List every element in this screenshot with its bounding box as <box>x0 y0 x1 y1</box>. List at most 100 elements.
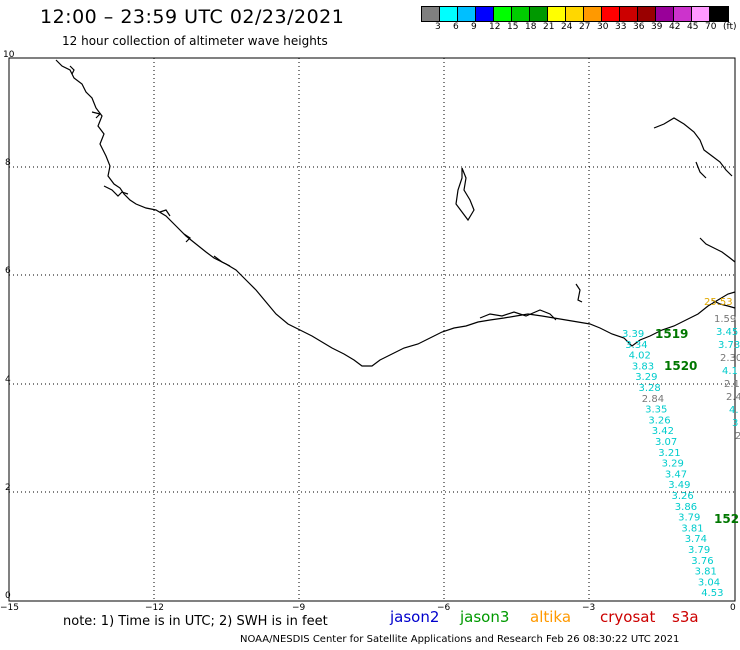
legend-note: note: 1) Time is in UTC; 2) SWH is in fe… <box>63 614 328 629</box>
coastline <box>55 59 736 367</box>
wave-height-label: 3.86 <box>675 502 697 513</box>
color-scale-label: 9 <box>471 22 477 32</box>
wave-height-label: 3.79 <box>678 513 700 524</box>
y-tick: 2 <box>5 483 11 493</box>
color-scale-label: 42 <box>669 22 681 32</box>
wave-height-label: 4. <box>729 405 739 416</box>
color-swatch <box>656 7 674 21</box>
footer-credit: NOAA/NESDIS Center for Satellite Applica… <box>240 634 680 645</box>
color-scale-label: 24 <box>561 22 573 32</box>
color-scale-label: 12 <box>489 22 501 32</box>
wave-height-label: 3.42 <box>652 426 674 437</box>
wave-height-label: 4.53 <box>701 588 723 599</box>
wave-height-label: 3.34 <box>625 340 647 351</box>
color-scale-label: 33 <box>615 22 627 32</box>
color-swatch <box>548 7 566 21</box>
wave-height-label: 3.81 <box>681 523 703 534</box>
wave-height-label: 3.39 <box>622 329 644 340</box>
x-tick: −6 <box>437 603 451 613</box>
color-swatch <box>710 7 728 21</box>
color-swatch <box>674 7 692 21</box>
x-tick: 0 <box>730 603 736 613</box>
color-swatch <box>566 7 584 21</box>
plot-frame <box>8 57 736 602</box>
wave-height-label: 3.81 <box>695 567 717 578</box>
wave-height-label: 3.26 <box>648 415 670 426</box>
legend-cryosat: cryosat <box>600 608 656 626</box>
color-scale-label: 39 <box>651 22 663 32</box>
color-scale-label: 3 <box>435 22 441 32</box>
page-subtitle: 12 hour collection of altimeter wave hei… <box>62 34 328 48</box>
color-swatch <box>476 7 494 21</box>
wave-height-label: 3.83 <box>632 361 654 372</box>
track-time-label: 1519 <box>655 327 688 341</box>
wave-height-label: 3.76 <box>691 556 713 567</box>
color-swatch <box>440 7 458 21</box>
x-tick: −15 <box>0 603 19 613</box>
wave-height-label: 3.04 <box>698 577 720 588</box>
color-swatch <box>602 7 620 21</box>
color-swatch <box>692 7 710 21</box>
y-tick: 10 <box>3 50 15 60</box>
wave-height-label: 3.73 <box>718 340 740 351</box>
wave-height-label: 3.21 <box>658 448 680 459</box>
x-tick: −12 <box>145 603 164 613</box>
track-labels: 3.393.344.023.833.293.282.843.353.263.42… <box>622 297 740 599</box>
wave-height-label: 3.79 <box>688 545 710 556</box>
wave-height-label: 1.59 <box>714 314 736 325</box>
wave-height-label: 3.74 <box>685 534 707 545</box>
color-swatch <box>584 7 602 21</box>
color-swatch <box>458 7 476 21</box>
color-scale-label: 21 <box>543 22 555 32</box>
legend-s3a: s3a <box>672 608 699 626</box>
color-swatch <box>422 7 440 21</box>
wave-height-label: 4.1 <box>722 366 738 377</box>
wave-height-label: 2.4 <box>726 392 740 403</box>
color-scale-label: 15 <box>507 22 519 32</box>
wave-height-label: 3.29 <box>662 459 684 470</box>
wave-height-label: 25.53 <box>704 297 733 308</box>
color-scale-label: 36 <box>633 22 645 32</box>
legend-jason3: jason3 <box>460 608 510 626</box>
color-swatch <box>638 7 656 21</box>
wave-height-label: 2.30 <box>720 353 740 364</box>
wave-height-label: 3.07 <box>655 437 677 448</box>
y-tick: 8 <box>5 158 11 168</box>
legend-jason2: jason2 <box>390 608 440 626</box>
color-scale-label: 27 <box>579 22 591 32</box>
color-swatch <box>494 7 512 21</box>
wave-height-label: 3.35 <box>645 405 667 416</box>
color-scale-label: 6 <box>453 22 459 32</box>
color-scale-label: 18 <box>525 22 537 32</box>
wave-height-label: 3.45 <box>716 327 738 338</box>
x-tick: −3 <box>582 603 596 613</box>
track-time-label: 152 <box>714 512 739 526</box>
color-swatch <box>512 7 530 21</box>
color-scale-label: (ft) <box>723 22 737 32</box>
color-scale-label: 45 <box>687 22 699 32</box>
color-scale-label: 70 <box>705 22 717 32</box>
color-swatch <box>620 7 638 21</box>
color-swatch <box>530 7 548 21</box>
wave-height-label: 2 <box>735 431 740 442</box>
color-scale-label: 30 <box>597 22 609 32</box>
wave-height-label: 3.26 <box>672 491 694 502</box>
track-time-label: 1520 <box>664 359 697 373</box>
wave-height-label: 3.49 <box>668 480 690 491</box>
y-tick: 0 <box>5 591 11 601</box>
wave-height-label: 2.1 <box>724 379 740 390</box>
grid-lines <box>9 58 735 601</box>
wave-height-label: 4.02 <box>629 351 651 362</box>
wave-height-label: 3 <box>732 418 738 429</box>
page-title: 12:00 – 23:59 UTC 02/23/2021 <box>40 6 345 28</box>
x-tick: −9 <box>292 603 306 613</box>
wave-height-label: 2.84 <box>642 394 664 405</box>
y-tick: 6 <box>5 266 11 276</box>
y-tick: 4 <box>5 375 11 385</box>
legend-altika: altika <box>530 608 572 626</box>
wave-height-label: 3.28 <box>639 383 661 394</box>
wave-height-label: 3.29 <box>635 372 657 383</box>
wave-height-color-scale <box>421 6 729 22</box>
wave-height-label: 3.47 <box>665 469 687 480</box>
